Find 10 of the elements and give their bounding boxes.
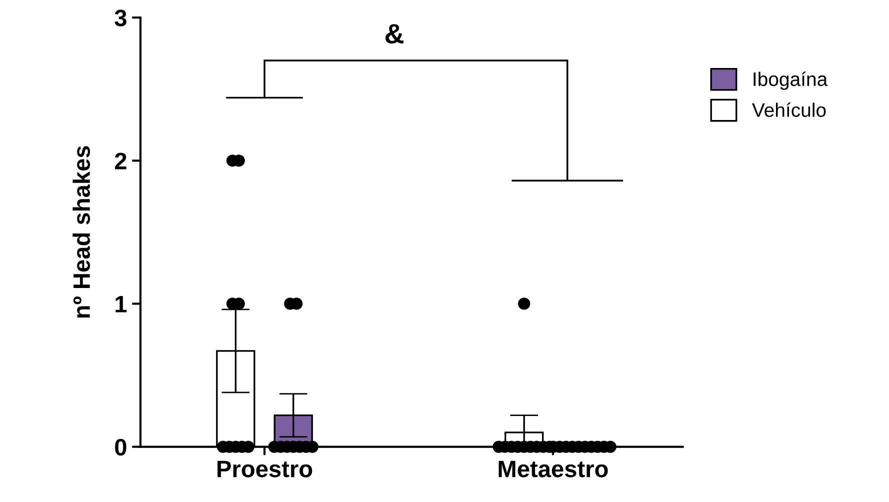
y-tick-label: 3: [114, 10, 126, 26]
y-tick-label: 2: [114, 152, 126, 170]
x-tick-label: Proestro: [218, 460, 312, 478]
annotation: &: [385, 24, 404, 44]
y-tick-label: 1: [116, 296, 127, 312]
legend-label: Vehículo: [752, 102, 826, 117]
y-axis-title: nº Head shakes: [72, 146, 90, 318]
y-tick-label: 0: [115, 438, 126, 456]
legend-label: Ibogaína: [754, 72, 828, 90]
x-tick-label: Metaestro: [498, 460, 608, 478]
